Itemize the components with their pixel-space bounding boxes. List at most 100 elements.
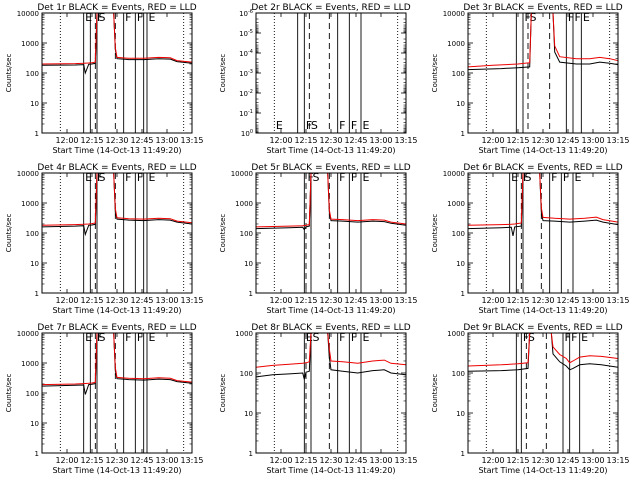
y-tick-label: 10 bbox=[456, 410, 465, 418]
y-axis-label: Counts/sec bbox=[431, 374, 439, 413]
x-tick-label: 13:00 bbox=[369, 296, 392, 305]
event-marker-label: S bbox=[99, 11, 106, 24]
event-marker-label: E bbox=[149, 171, 156, 184]
x-tick-label: 12:30 bbox=[105, 136, 128, 145]
event-marker-label: E bbox=[306, 331, 313, 344]
y-axis-label: Counts/sec bbox=[5, 54, 13, 93]
x-axis-label: Start Time (14-Oct-13 11:49:20) bbox=[266, 466, 395, 475]
x-tick-label: 12:30 bbox=[531, 136, 554, 145]
x-tick-label: 12:30 bbox=[105, 296, 128, 305]
x-axis-label: Start Time (14-Oct-13 11:49:20) bbox=[52, 146, 181, 155]
y-tick-label: 1 bbox=[35, 130, 39, 138]
y-axis-label: Counts/sec bbox=[219, 54, 227, 93]
event-marker-label: F bbox=[551, 171, 557, 184]
event-marker-label: F bbox=[563, 171, 569, 184]
x-tick-label: 13:15 bbox=[394, 456, 417, 465]
event-marker-label: E bbox=[581, 331, 588, 344]
event-marker-label: F bbox=[125, 171, 131, 184]
y-tick-label: 10 bbox=[456, 260, 465, 268]
event-marker-label: F bbox=[575, 11, 581, 24]
x-tick-label: 12:00 bbox=[269, 456, 292, 465]
x-tick-label: 12:45 bbox=[556, 456, 579, 465]
x-tick-label: 12:30 bbox=[319, 456, 342, 465]
event-marker-label: E bbox=[363, 171, 370, 184]
y-tick-label: 1000 bbox=[21, 360, 39, 368]
plot-frame bbox=[467, 332, 619, 454]
event-marker-label: E bbox=[363, 119, 370, 132]
y-axis-label: Counts/sec bbox=[219, 374, 227, 413]
y-tick-label: 10-4 bbox=[239, 49, 253, 58]
x-tick-label: 12:45 bbox=[556, 136, 579, 145]
event-marker-label: F bbox=[137, 171, 143, 184]
x-tick-label: 13:15 bbox=[394, 136, 417, 145]
y-axis-label: Counts/sec bbox=[431, 214, 439, 253]
event-marker-label: E bbox=[276, 119, 283, 132]
event-marker-label: F bbox=[137, 331, 143, 344]
event-marker-label: S bbox=[313, 171, 320, 184]
chart-panel-5: Det 5r BLACK = Events, RED = LLD Counts/s… bbox=[219, 163, 418, 315]
y-tick-label: 1 bbox=[35, 290, 39, 298]
event-marker-label: E bbox=[85, 331, 92, 344]
x-tick-label: 13:00 bbox=[581, 296, 604, 305]
event-marker-label: S bbox=[530, 11, 537, 24]
x-tick-label: 13:15 bbox=[606, 296, 629, 305]
event-marker-label: F bbox=[351, 171, 357, 184]
event-marker-label: S bbox=[313, 331, 320, 344]
chart-panel-3: Det 3r BLACK = Events, RED = LLD Counts/s… bbox=[431, 3, 630, 155]
event-marker-label: F bbox=[339, 119, 345, 132]
x-axis-label: Start Time (14-Oct-13 11:49:20) bbox=[52, 466, 181, 475]
y-tick-label: 10 bbox=[30, 420, 39, 428]
x-tick-label: 13:00 bbox=[581, 136, 604, 145]
event-marker-label: F bbox=[351, 331, 357, 344]
y-tick-label: 1000 bbox=[235, 330, 253, 338]
y-tick-label: 10 bbox=[244, 410, 253, 418]
x-tick-label: 12:00 bbox=[481, 296, 504, 305]
y-tick-label: 1 bbox=[461, 450, 465, 458]
y-tick-label: 1 bbox=[249, 450, 253, 458]
y-tick-label: 1000 bbox=[21, 200, 39, 208]
y-tick-label: 1 bbox=[35, 450, 39, 458]
x-tick-label: 12:15 bbox=[80, 296, 103, 305]
event-marker-label: F bbox=[568, 11, 574, 24]
series-line-events bbox=[468, 333, 618, 372]
event-marker-label: E bbox=[149, 331, 156, 344]
event-marker-label: E bbox=[85, 171, 92, 184]
event-marker-label: F bbox=[97, 171, 103, 184]
event-marker-label: S bbox=[99, 331, 106, 344]
series-line-lld bbox=[468, 13, 618, 68]
chart-title: Det 2r BLACK = Events, RED = LLD bbox=[251, 3, 410, 13]
series-line-events bbox=[42, 333, 192, 395]
x-tick-label: 12:00 bbox=[481, 136, 504, 145]
chart-panel-9: Det 9r BLACK = Events, RED = LLD Counts/s… bbox=[431, 323, 630, 475]
event-marker-label: F bbox=[523, 171, 529, 184]
series-line-lld bbox=[468, 173, 618, 226]
x-tick-label: 12:30 bbox=[531, 296, 554, 305]
y-tick-label: 10 bbox=[30, 100, 39, 108]
y-tick-label: 10000 bbox=[17, 170, 39, 178]
y-tick-label: 10 bbox=[30, 260, 39, 268]
plot-frame bbox=[41, 172, 193, 294]
y-tick-label: 100 bbox=[241, 129, 253, 138]
event-marker-label: F bbox=[351, 119, 357, 132]
y-tick-label: 1000 bbox=[447, 200, 465, 208]
chart-title: Det 3r BLACK = Events, RED = LLD bbox=[463, 3, 622, 13]
x-tick-label: 12:30 bbox=[105, 456, 128, 465]
x-tick-label: 12:00 bbox=[55, 456, 78, 465]
x-tick-label: 13:15 bbox=[180, 136, 203, 145]
x-tick-label: 12:45 bbox=[130, 456, 153, 465]
series-line-lld bbox=[42, 333, 192, 386]
series-line-lld bbox=[42, 173, 192, 226]
series-line-events bbox=[42, 13, 192, 75]
y-tick-label: 100 bbox=[26, 70, 39, 78]
series-line-events bbox=[468, 13, 618, 71]
event-marker-label: F bbox=[137, 11, 143, 24]
x-tick-label: 13:15 bbox=[606, 136, 629, 145]
